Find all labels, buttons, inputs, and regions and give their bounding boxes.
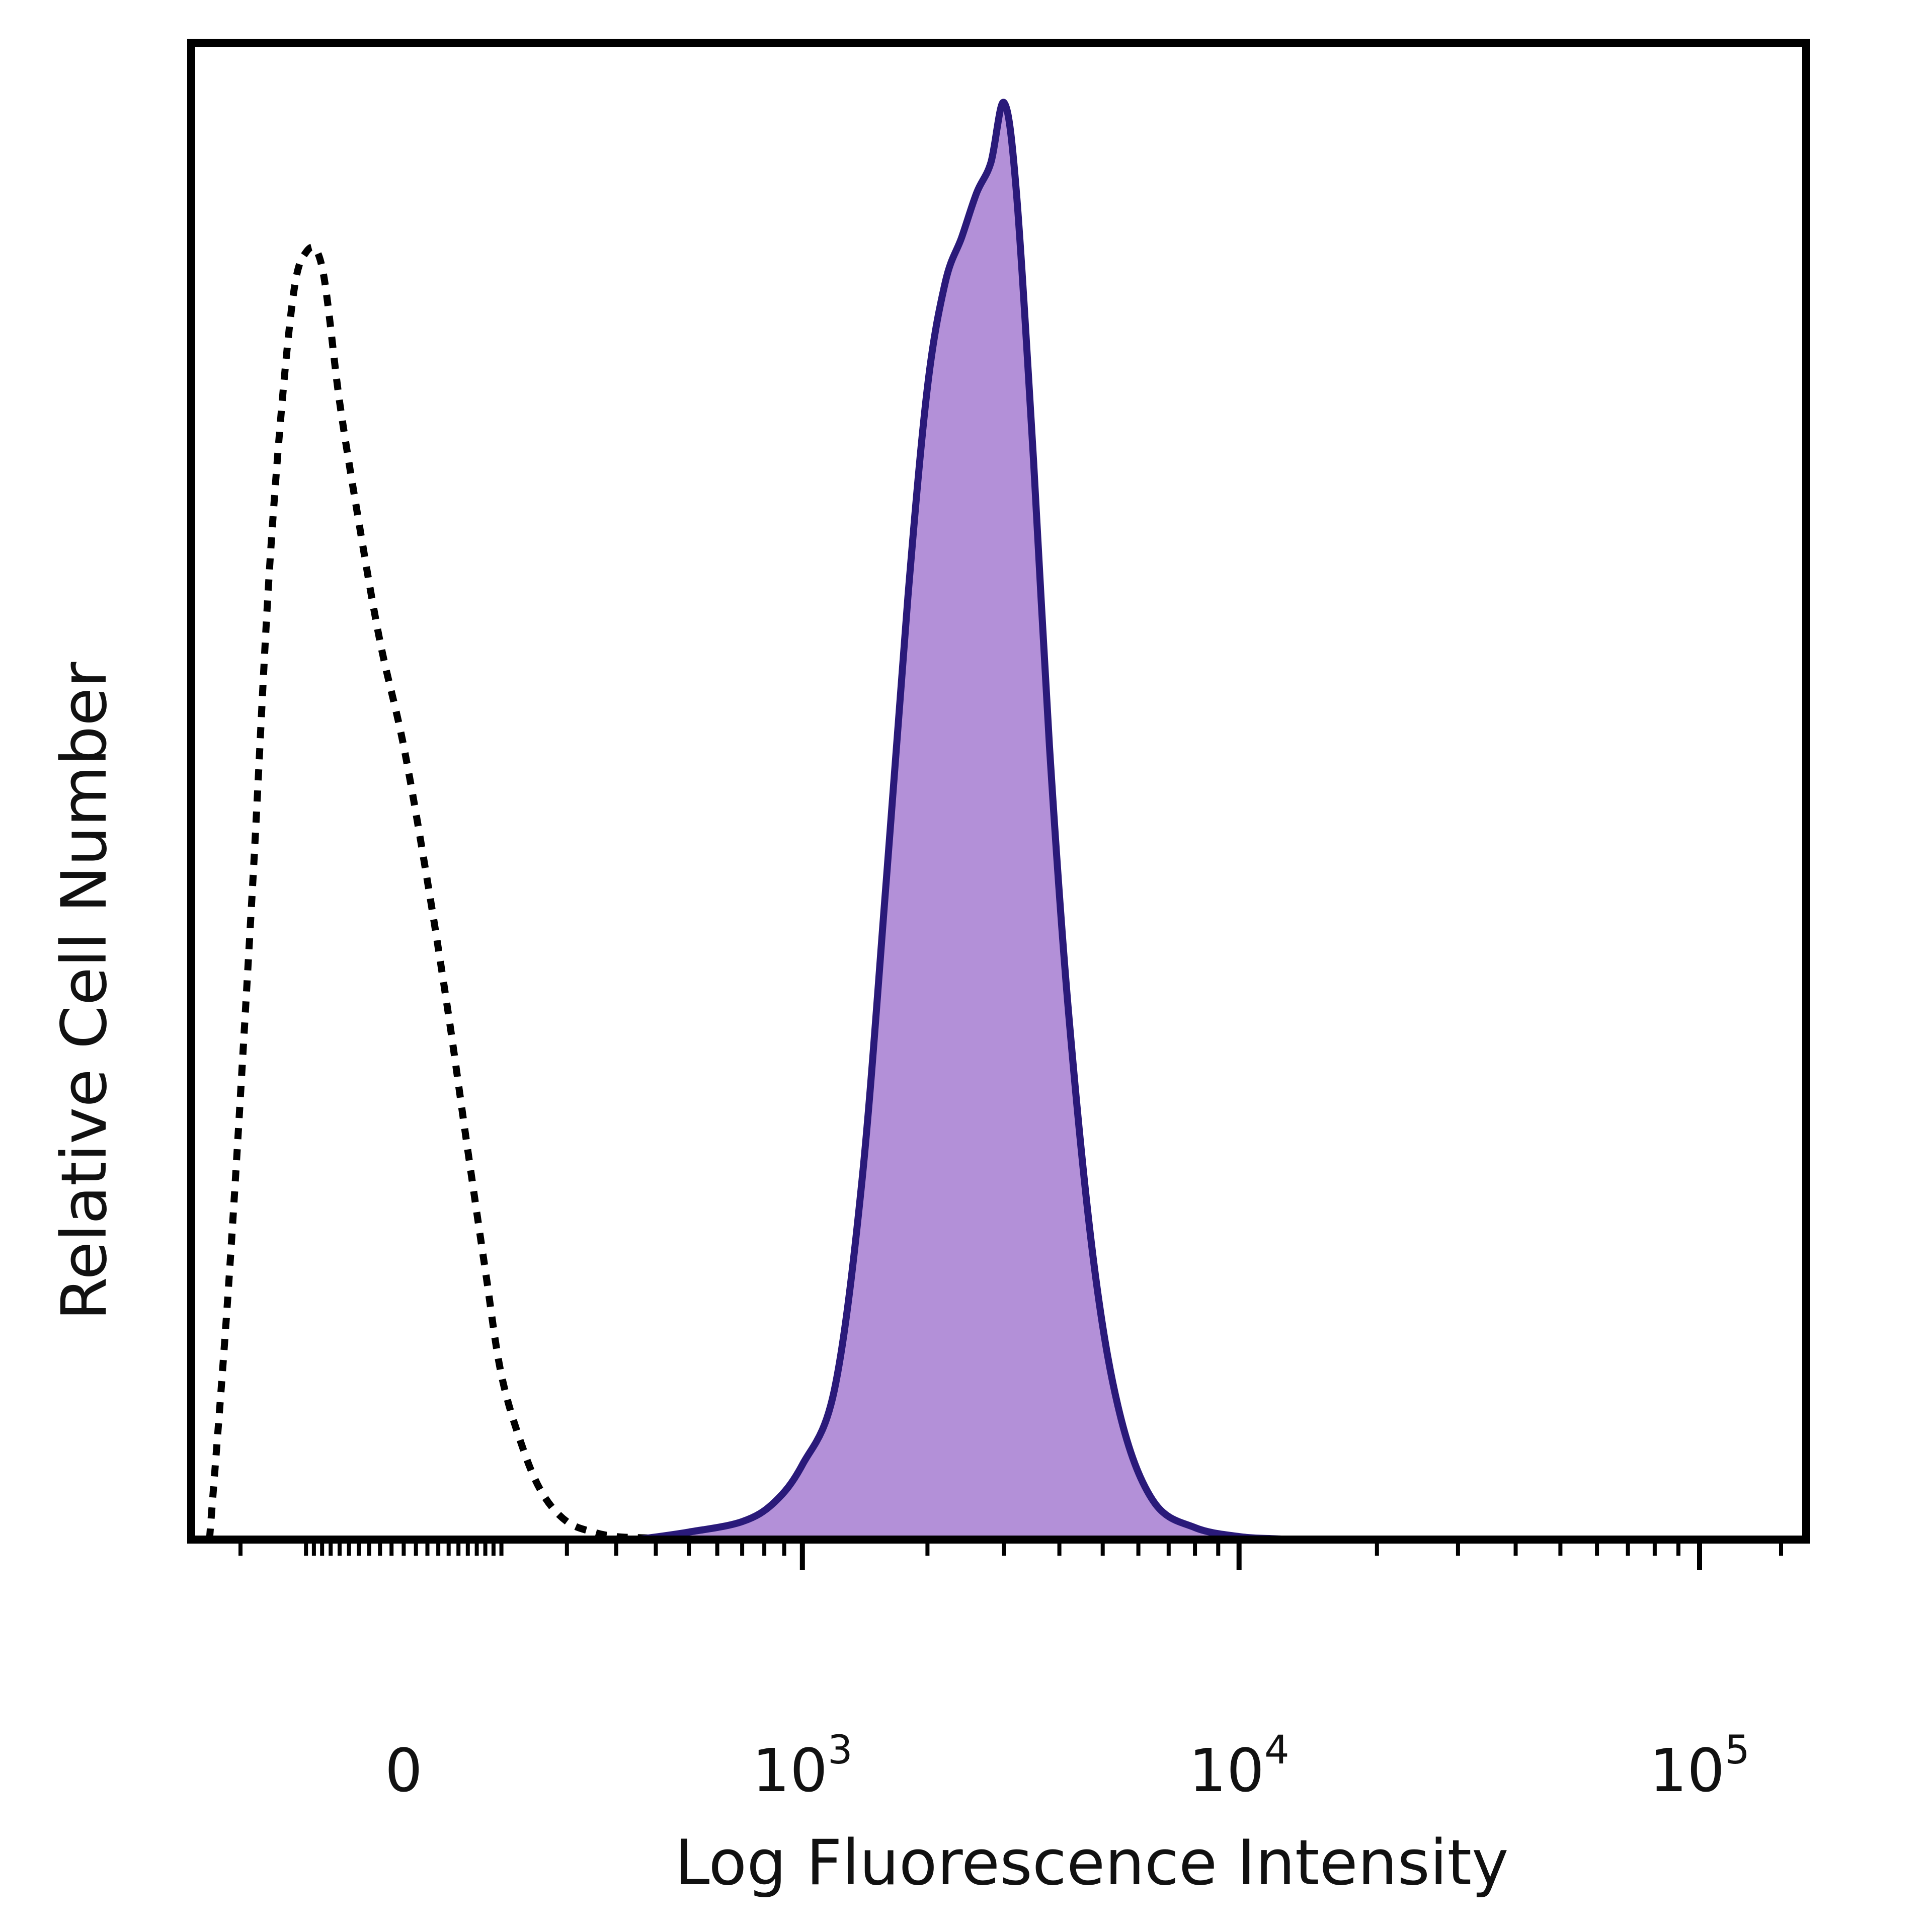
x-tick-labels: 0 103 104 105 bbox=[385, 1728, 1750, 1805]
plot-frame bbox=[187, 39, 1810, 1544]
x-tick-label: 104 bbox=[1189, 1728, 1290, 1805]
series-layer bbox=[206, 99, 1306, 1543]
x-tick-label: 103 bbox=[752, 1728, 853, 1805]
minor-ticks bbox=[238, 1540, 1783, 1570]
x-tick-label: 105 bbox=[1649, 1728, 1750, 1805]
stained-histogram-outline bbox=[636, 99, 1306, 1543]
x-tick-label: 0 bbox=[385, 1736, 423, 1805]
x-axis-title: Log Fluorescence Intensity bbox=[675, 1827, 1509, 1899]
control-histogram-outline bbox=[206, 244, 674, 1543]
stained-histogram-fill bbox=[637, 102, 1306, 1540]
y-axis-title: Relative Cell Number bbox=[48, 662, 121, 1321]
